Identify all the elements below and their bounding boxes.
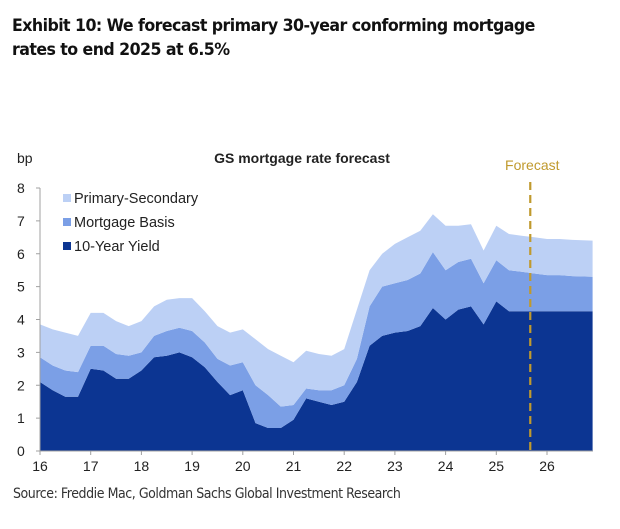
y-tick-label: 5	[17, 279, 25, 295]
forecast-marker: Forecast	[505, 157, 560, 451]
y-tick-label: 1	[17, 410, 25, 426]
legend: Primary-Secondary Mortgage Basis 10-Year Y…	[63, 191, 199, 255]
y-tick-label: 3	[17, 344, 25, 360]
x-tick-label: 18	[134, 458, 150, 474]
x-tick-label: 21	[286, 458, 302, 474]
x-tick-label: 26	[539, 458, 555, 474]
stacked-areas	[40, 214, 593, 451]
area-mortgage-basis	[40, 252, 593, 428]
forecast-label: Forecast	[505, 157, 560, 173]
x-tick-label: 23	[387, 458, 403, 474]
y-tick-label: 6	[17, 246, 25, 262]
source-note: Source: Freddie Mac, Goldman Sachs Globa…	[13, 486, 401, 502]
area-10-year-yield	[40, 301, 593, 451]
y-tick-label: 8	[17, 180, 25, 196]
y-tick-label: 2	[17, 377, 25, 393]
legend-swatch	[63, 242, 71, 250]
legend-label: 10-Year Yield	[74, 239, 160, 255]
y-tick-label: 4	[17, 312, 25, 328]
x-tick-label: 22	[336, 458, 352, 474]
chart-title: GS mortgage rate forecast	[214, 150, 390, 166]
y-tick-label: 7	[17, 213, 25, 229]
y-axis-unit-label: bp	[17, 150, 33, 166]
x-tick-label: 17	[83, 458, 99, 474]
x-tick-label: 20	[235, 458, 251, 474]
y-tick-label: 0	[17, 443, 25, 459]
x-tick-label: 24	[438, 458, 454, 474]
legend-label: Mortgage Basis	[74, 215, 175, 231]
x-tick-label: 19	[184, 458, 200, 474]
x-tick-label: 16	[32, 458, 48, 474]
legend-swatch	[63, 194, 71, 202]
legend-label: Primary-Secondary	[74, 191, 199, 207]
x-tick-label: 25	[489, 458, 505, 474]
exhibit-title: Exhibit 10: We forecast primary 30-year …	[12, 16, 535, 60]
area-primary-secondary	[40, 214, 593, 407]
legend-swatch	[63, 218, 71, 226]
